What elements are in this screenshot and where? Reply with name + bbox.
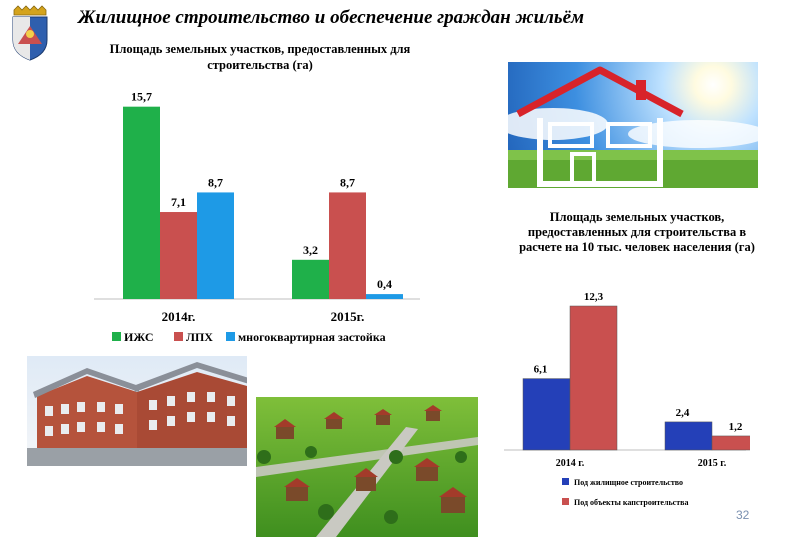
bar (292, 259, 329, 299)
data-label: 8,7 (340, 175, 355, 189)
legend-label: ЛПХ (186, 330, 213, 344)
bar (711, 435, 750, 451)
apartment-buildings-photo (27, 356, 247, 466)
slide-title: Жилищное строительство и обеспечение гра… (78, 7, 585, 28)
legend-swatch (112, 332, 121, 341)
bar (522, 378, 571, 451)
data-label: 1,2 (729, 421, 743, 433)
chart-2: 6,1 12,3 2014 г. 2,4 1,2 2015 г. Под жилищное … (504, 291, 750, 507)
house-sky-photo (508, 62, 758, 188)
category-label: 2014г. (162, 309, 196, 324)
legend-label: Под жилищное строительство (574, 478, 683, 487)
category-label: 2015 г. (698, 458, 727, 469)
house-outline-icon (516, 66, 684, 187)
data-label: 0,4 (377, 277, 392, 291)
legend-label: Под объекты капстроительства (574, 498, 688, 507)
data-label: 12,3 (584, 291, 604, 303)
bar (123, 106, 160, 299)
data-label: 2,4 (676, 407, 690, 419)
bar (569, 305, 618, 451)
legend-swatch (562, 498, 569, 505)
category-label: 2015г. (331, 309, 365, 324)
bar (160, 212, 197, 299)
legend-swatch (174, 332, 183, 341)
chart-1: 15,7 7,1 8,7 2014г. 3,2 8,7 0,4 2015г. ИЖС ЛПХ мно… (94, 90, 420, 344)
bar (329, 192, 366, 299)
data-label: 3,2 (303, 243, 318, 257)
category-label: 2014 г. (556, 458, 585, 469)
data-label: 8,7 (208, 175, 223, 189)
data-label: 15,7 (131, 90, 152, 104)
legend-swatch (562, 478, 569, 485)
bar (366, 294, 403, 299)
legend-label: многоквартирная застойка (238, 330, 386, 344)
cottage-village-photo (256, 397, 478, 537)
chart-2-title: Площадь земельных участков, предоставлен… (519, 210, 755, 254)
slide-number: 32 (736, 508, 750, 522)
coat-of-arms-icon (8, 4, 52, 62)
legend-swatch (226, 332, 235, 341)
bar (197, 192, 234, 299)
chart-1-title: Площадь земельных участков, предоставлен… (109, 42, 411, 72)
bar (664, 421, 713, 451)
data-label: 6,1 (534, 364, 548, 376)
data-label: 7,1 (171, 195, 186, 209)
legend-label: ИЖС (124, 330, 154, 344)
